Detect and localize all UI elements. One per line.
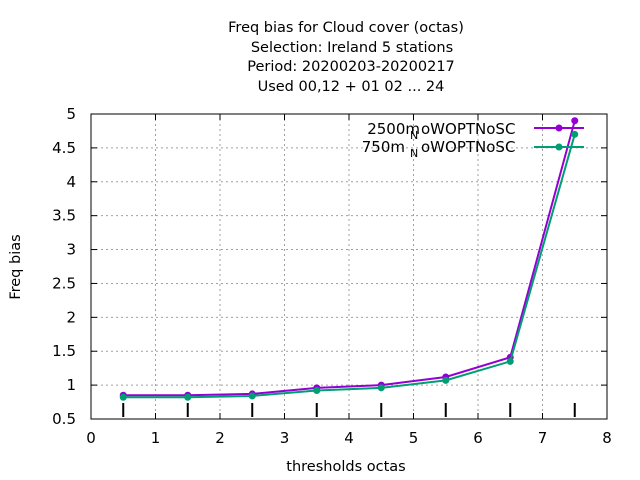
x-tick-label: 8 — [602, 429, 612, 447]
data-point — [248, 392, 256, 400]
x-tick-label: 7 — [538, 429, 548, 447]
legend-entry-1: 2500m N oWOPTNoSC — [367, 120, 584, 142]
legend-entry-2: 750m N oWOPTNoSC — [362, 138, 584, 160]
legend-label-2-subscript: N — [410, 147, 418, 160]
data-point — [571, 117, 579, 125]
y-tick-label: 4 — [66, 173, 76, 191]
legend: 2500m N oWOPTNoSC 750m N oWOPTNoSC — [362, 120, 584, 160]
title-line-2: Selection: Ireland 5 stations — [251, 40, 453, 56]
data-point — [571, 130, 579, 138]
x-tick-label: 5 — [409, 429, 419, 447]
data-point — [506, 357, 514, 365]
legend-label-1: 2500m — [367, 120, 420, 138]
x-tick-label: 2 — [215, 429, 225, 447]
legend-label-2-rest: oWOPTNoSC — [421, 138, 515, 156]
threshold-impulses — [122, 403, 576, 417]
series-2 — [119, 130, 579, 401]
x-axis-label: thresholds octas — [286, 459, 405, 475]
title-line-4: Used 00,12 + 01 02 ... 24 — [258, 79, 445, 95]
legend-marker-2 — [555, 143, 563, 151]
x-tick-label: 1 — [151, 429, 161, 447]
y-tick-label: 1 — [66, 376, 76, 394]
data-point — [442, 376, 450, 384]
x-tick-label: 6 — [473, 429, 483, 447]
grid — [91, 114, 607, 419]
y-tick-label: 4.5 — [52, 139, 76, 157]
title-line-1: Freq bias for Cloud cover (octas) — [228, 20, 464, 36]
legend-marker-1 — [555, 124, 563, 132]
y-tick-label: 5 — [66, 105, 76, 123]
x-tick-label: 0 — [86, 429, 96, 447]
series-line — [123, 134, 576, 399]
y-tick-label: 2 — [66, 308, 76, 326]
series-line — [123, 120, 576, 397]
data-point — [377, 384, 385, 392]
data-point — [184, 393, 192, 401]
chart-title: Freq bias for Cloud cover (octas) Select… — [228, 20, 464, 95]
legend-label-1-subscript: N — [410, 129, 418, 142]
y-tick-label: 2.5 — [52, 274, 76, 292]
title-line-3: Period: 20200203-20200217 — [247, 59, 455, 75]
legend-label-1-rest: oWOPTNoSC — [421, 120, 515, 138]
data-point — [119, 393, 127, 401]
y-tick-label: 0.5 — [52, 410, 76, 428]
y-axis-label: Freq bias — [8, 234, 24, 299]
legend-label-2: 750m — [362, 138, 405, 156]
data-point — [313, 387, 321, 395]
axis-ticks: 0 1 2 3 4 5 6 7 8 0.5 1 1.5 2 2.5 3 3.5 4 4.5 5 — [52, 105, 612, 447]
y-tick-label: 1.5 — [52, 342, 76, 360]
y-tick-label: 3.5 — [52, 207, 76, 225]
y-tick-label: 3 — [66, 241, 76, 259]
x-tick-label: 4 — [344, 429, 354, 447]
x-tick-label: 3 — [280, 429, 290, 447]
series — [119, 117, 579, 401]
